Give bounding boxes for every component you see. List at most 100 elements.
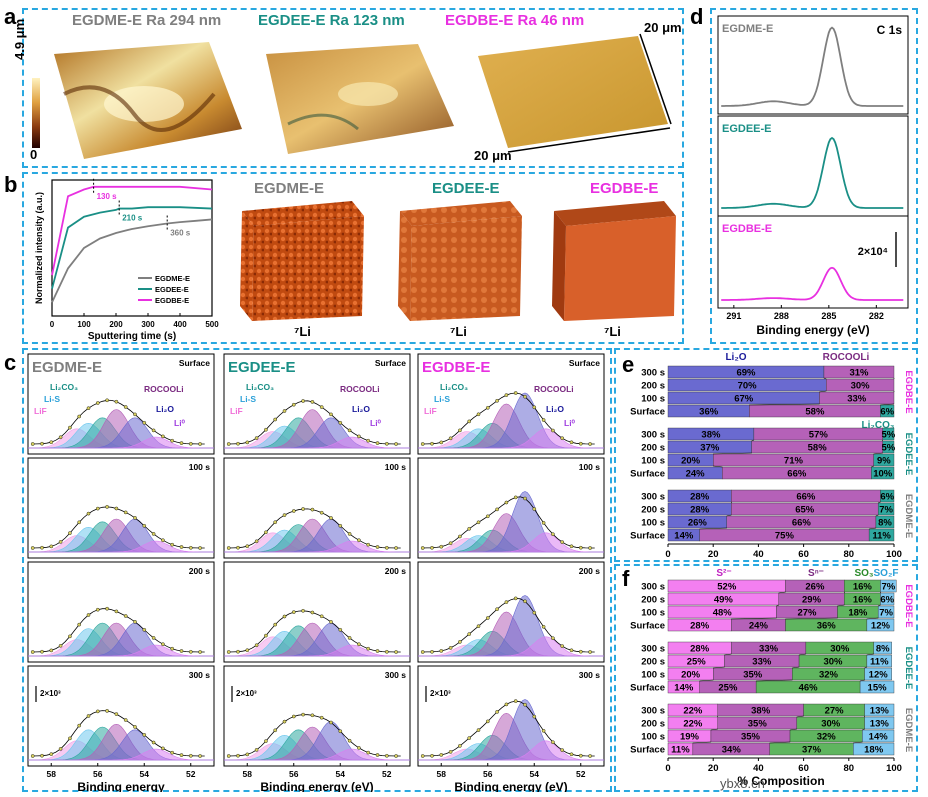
- xps-subplot-frame: [223, 457, 411, 559]
- data-point: [236, 441, 240, 446]
- s-composition-chart: S²⁻ Sⁿ⁻ SO₃ SO₂F 52% 26% 16% 7% 300 s 49% 29% 16% 6%…: [630, 568, 914, 788]
- data-point: [86, 714, 91, 718]
- bar-segment: [868, 528, 895, 542]
- connector-line: [792, 666, 800, 669]
- x-tick-label: 200: [109, 320, 123, 329]
- x-tick-label: 54: [336, 769, 346, 779]
- data-point: [123, 405, 128, 409]
- bar-value-label: 30%: [830, 644, 850, 655]
- afm-dim-label-2: 20 μm: [474, 148, 512, 163]
- row-label: Surface: [630, 531, 665, 542]
- bar-value-label: 27%: [797, 608, 817, 619]
- xps-subplot-frame: [417, 561, 605, 663]
- fit-peak-li0: [28, 644, 214, 657]
- data-point: [420, 546, 425, 550]
- c1s-spectrum-line: [721, 136, 904, 209]
- data-point: [77, 520, 82, 525]
- data-point: [105, 398, 109, 403]
- data-point: [394, 754, 398, 758]
- bar-value-label: 18%: [864, 745, 884, 756]
- data-point: [273, 520, 277, 524]
- bar-value-label: 28%: [690, 644, 710, 655]
- x-tick-label: 52: [382, 769, 392, 779]
- x-axis-label: Binding energy (eV): [756, 323, 869, 337]
- bar-value-label: 65%: [795, 505, 815, 516]
- data-point: [532, 507, 537, 511]
- connector-line: [880, 403, 895, 406]
- data-point: [133, 619, 137, 624]
- header-label: Sⁿ⁻: [808, 568, 824, 579]
- data-point: [319, 405, 324, 409]
- data-point: [485, 514, 490, 519]
- data-point: [319, 715, 324, 720]
- data-point: [430, 649, 434, 654]
- data-point: [523, 702, 527, 707]
- fit-peak-li0: [224, 540, 410, 553]
- row-label: Surface: [630, 683, 665, 694]
- data-point: [188, 753, 193, 758]
- row-label: 100 s: [385, 462, 407, 472]
- data-point: [439, 753, 444, 757]
- data-point: [329, 720, 333, 725]
- data-point: [541, 728, 546, 733]
- connector-line: [837, 604, 845, 607]
- data-point: [476, 624, 481, 629]
- connector-line: [756, 679, 793, 682]
- row-label: 200 s: [641, 657, 665, 668]
- row-label: Surface: [630, 745, 665, 756]
- peak-label: LiF: [230, 406, 243, 416]
- bar-segment: [859, 680, 895, 694]
- data-point: [30, 442, 35, 446]
- bar-value-label: 69%: [736, 368, 756, 379]
- connector-line: [724, 653, 732, 656]
- data-point: [384, 442, 389, 446]
- row-label: 200 s: [641, 505, 665, 516]
- row-label: 100 s: [641, 518, 665, 529]
- data-point: [504, 600, 509, 604]
- bar-value-label: 16%: [853, 595, 873, 606]
- fit-peak-li0: [418, 740, 604, 761]
- data-point: [347, 428, 352, 433]
- bar-value-label: 8%: [876, 644, 890, 655]
- data-point: [439, 440, 444, 445]
- xps-subplot-frame: [223, 353, 411, 455]
- scale-bar-label: 2×10³: [40, 689, 61, 698]
- peak-label: ROCOOLi: [144, 384, 184, 394]
- data-point: [301, 608, 305, 613]
- connector-line: [710, 728, 718, 731]
- afm-image-egdee: [266, 44, 454, 154]
- bar-segment: [825, 378, 895, 392]
- header-label: S²⁻: [716, 568, 731, 579]
- data-point: [77, 723, 82, 728]
- connector-line: [871, 465, 874, 468]
- bar-value-label: 7%: [879, 608, 893, 619]
- fit-peak-li0: [28, 436, 214, 449]
- fit-peak-li0: [28, 748, 214, 761]
- data-point: [569, 544, 574, 549]
- panel-c: [22, 348, 612, 792]
- xps-subplot-frame: [417, 665, 605, 767]
- xps-subplot-frame: [223, 561, 411, 663]
- data-point: [467, 736, 472, 740]
- c1s-label: EGDBE-E: [722, 223, 772, 235]
- data-point: [301, 399, 305, 403]
- data-point: [151, 740, 156, 745]
- bar-value-label: 58%: [808, 443, 828, 454]
- row-label: 200 s: [579, 566, 601, 576]
- group-label: EGDME-E: [903, 708, 914, 752]
- data-point: [329, 620, 333, 624]
- watermark: ybx8.cn: [720, 776, 765, 791]
- connector-line: [823, 377, 827, 380]
- fit-peak-li2o: [418, 595, 604, 657]
- data-point: [264, 530, 268, 535]
- data-point: [338, 421, 343, 425]
- bar-segment: [871, 466, 895, 480]
- data-point: [375, 545, 380, 549]
- data-point: [394, 546, 398, 550]
- bar-value-label: 58%: [805, 407, 825, 418]
- peak-label: LiF: [34, 406, 47, 416]
- data-point: [319, 510, 324, 515]
- panel-label-e: e: [622, 352, 635, 377]
- data-point: [68, 736, 72, 741]
- data-point: [301, 712, 305, 717]
